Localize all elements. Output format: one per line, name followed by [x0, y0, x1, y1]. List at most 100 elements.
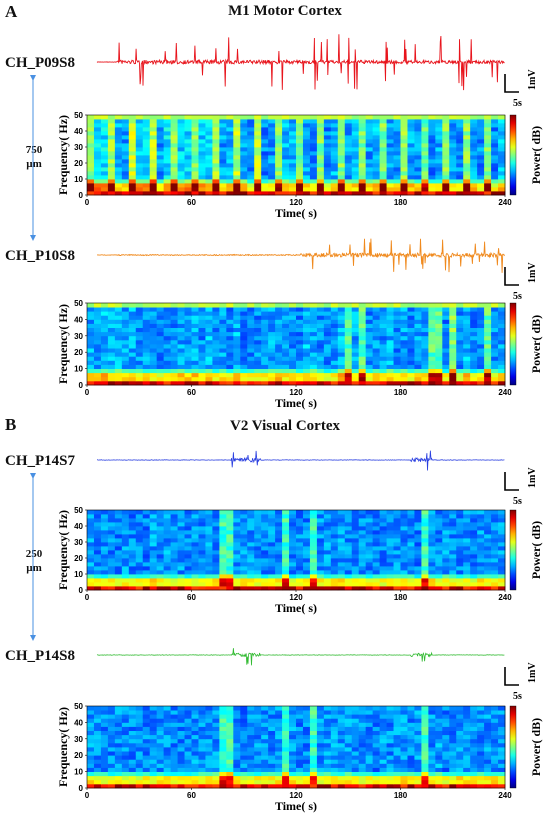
- spectrogram-cell: [344, 706, 353, 711]
- spectrogram-cell: [442, 331, 450, 337]
- spectrogram-cell: [107, 143, 116, 148]
- spectrogram-cell: [330, 574, 339, 579]
- spectrogram-cell: [100, 763, 109, 768]
- spectrogram-cell: [282, 775, 290, 781]
- spectrogram-cell: [351, 171, 360, 176]
- spectrogram-cell: [261, 307, 269, 312]
- spectrogram-cell: [107, 767, 116, 772]
- spectrogram-cell: [247, 759, 255, 764]
- spectrogram-cell: [268, 706, 276, 711]
- spectrogram-cell: [226, 179, 234, 184]
- spectrogram-cell: [135, 566, 144, 571]
- spectrogram-cell: [282, 376, 290, 382]
- spectrogram-cell: [275, 356, 283, 361]
- spectrogram-cell: [93, 530, 102, 535]
- spectrogram-cell: [456, 127, 464, 132]
- spectrogram-cell: [121, 554, 130, 559]
- spectrogram-cell: [121, 372, 130, 378]
- spectrogram-cell: [142, 339, 151, 345]
- spectrogram-cell: [268, 755, 276, 760]
- colorbar-label: Power( dB): [529, 126, 543, 184]
- spectrogram-cell: [477, 191, 485, 196]
- spectrogram-cell: [142, 123, 151, 128]
- spectrogram-cell: [121, 327, 130, 333]
- spectrogram-cell: [240, 327, 248, 333]
- spectrogram-cell: [498, 372, 506, 378]
- spectrogram-cell: [449, 718, 457, 723]
- spectrogram-cell: [379, 127, 387, 132]
- spectrogram-cell: [477, 783, 485, 789]
- spectrogram-cell: [365, 380, 374, 386]
- spectrogram-cell: [372, 718, 380, 723]
- spectrogram-cell: [386, 514, 394, 519]
- spectrogram-cell: [477, 755, 485, 760]
- spectrogram-cell: [491, 742, 499, 748]
- spectrogram-cell: [442, 582, 450, 587]
- spectrogram-cell: [156, 360, 165, 365]
- spectrogram-cell: [261, 734, 269, 740]
- spectrogram-cell: [184, 360, 192, 365]
- spectrogram-cell: [386, 376, 394, 382]
- spectrogram-cell: [240, 344, 248, 349]
- spectrogram-cell: [296, 558, 304, 563]
- spectrogram-cell: [219, 315, 227, 320]
- spectrogram-cell: [442, 534, 450, 539]
- spectrogram-cell: [400, 131, 408, 136]
- spectrogram-cell: [100, 726, 109, 731]
- spectrogram-cell: [191, 360, 199, 365]
- spectrogram-cell: [379, 339, 387, 345]
- spectrogram-cell: [240, 147, 248, 152]
- spectrogram-cell: [226, 376, 234, 382]
- spectrogram-cell: [344, 738, 353, 744]
- spectrogram-cell: [449, 356, 457, 361]
- spectrogram-cell: [142, 706, 151, 711]
- spectrogram-cell: [456, 586, 464, 591]
- spectrogram-cell: [135, 339, 144, 345]
- spectrogram-cell: [442, 179, 450, 184]
- spectrogram-cell: [449, 726, 457, 731]
- spectrogram-cell: [456, 139, 464, 144]
- spectrogram-cell: [358, 303, 367, 308]
- spectrogram-cell: [87, 331, 95, 337]
- spectrogram-cell: [435, 722, 443, 727]
- spectrogram-cell: [226, 730, 234, 736]
- spectrogram-cell: [456, 783, 464, 789]
- spectrogram-cell: [247, 718, 255, 723]
- spectrogram-cell: [491, 562, 499, 567]
- spectrogram-cell: [212, 759, 220, 764]
- spectrogram-cell: [491, 368, 499, 374]
- spectrogram-cell: [128, 319, 137, 324]
- spectrogram-cell: [107, 131, 116, 136]
- spectrogram-cell: [365, 779, 374, 785]
- spectrogram-cell: [205, 368, 213, 374]
- spectrogram-cell: [100, 710, 109, 715]
- spectrogram-cell: [233, 187, 241, 192]
- spectrogram-cell: [456, 311, 464, 316]
- spectrogram-cell: [100, 352, 109, 357]
- spectrogram-cell: [344, 331, 353, 337]
- spectrogram-cell: [163, 167, 171, 172]
- spectrogram-cell: [240, 123, 248, 128]
- spectrogram-cell: [135, 143, 144, 148]
- spectrogram-cell: [393, 526, 401, 531]
- spectrogram-cell: [309, 179, 318, 184]
- spectrogram-cell: [212, 779, 220, 785]
- spectrogram-cell: [233, 348, 241, 353]
- spectrogram-cell: [484, 303, 492, 308]
- spectrogram-cell: [254, 344, 262, 349]
- spectrogram-cell: [128, 550, 137, 555]
- spectrogram-cell: [302, 742, 311, 748]
- spectrogram-cell: [107, 526, 116, 531]
- spectrogram-cell: [142, 771, 151, 777]
- spectrogram-cell: [282, 143, 290, 148]
- spectrogram-cell: [337, 566, 346, 571]
- spectrogram-cell: [87, 171, 95, 176]
- spectrogram-cell: [449, 714, 457, 719]
- spectrogram-cell: [330, 151, 339, 156]
- spectrogram-cell: [442, 380, 450, 386]
- spectrogram-cell: [316, 335, 325, 341]
- spectrogram-cell: [247, 147, 255, 152]
- spectrogram-cell: [268, 372, 276, 378]
- spectrogram-cell: [428, 348, 436, 353]
- spectrogram-cell: [93, 135, 102, 140]
